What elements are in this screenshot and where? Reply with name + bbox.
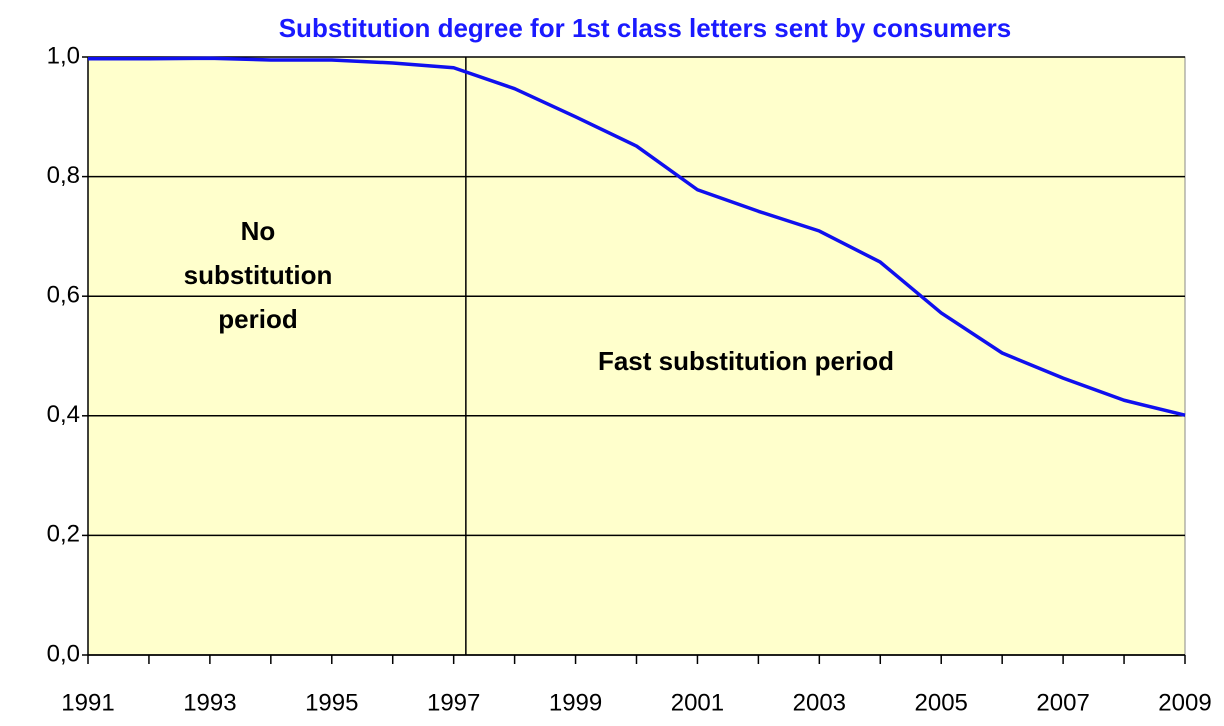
y-tick-label: 0,4 <box>47 401 80 428</box>
annotation: period <box>218 304 297 334</box>
annotation: substitution <box>184 260 333 290</box>
y-tick-label: 0,8 <box>47 162 80 189</box>
plot-area <box>87 56 1186 656</box>
annotation: No <box>241 216 276 246</box>
x-tick-label: 1997 <box>427 689 480 716</box>
x-tick-label: 2009 <box>1158 689 1211 716</box>
x-tick-label: 1995 <box>305 689 358 716</box>
x-tick-label: 1991 <box>61 689 114 716</box>
chart-title: Substitution degree for 1st class letter… <box>279 13 1012 43</box>
data-line <box>88 56 1186 417</box>
x-tick-label: 1999 <box>549 689 602 716</box>
y-tick-label: 0,2 <box>47 521 80 548</box>
x-tick-label: 2001 <box>671 689 724 716</box>
y-tick-label: 0,0 <box>47 640 80 667</box>
x-tick-label: 2007 <box>1036 689 1089 716</box>
y-tick-label: 0,6 <box>47 282 80 309</box>
x-tick-label: 2003 <box>793 689 846 716</box>
y-tick-label: 1,0 <box>47 42 80 69</box>
x-tick-label: 1993 <box>183 689 236 716</box>
annotation: Fast substitution period <box>598 346 894 376</box>
x-tick-label: 2005 <box>915 689 968 716</box>
